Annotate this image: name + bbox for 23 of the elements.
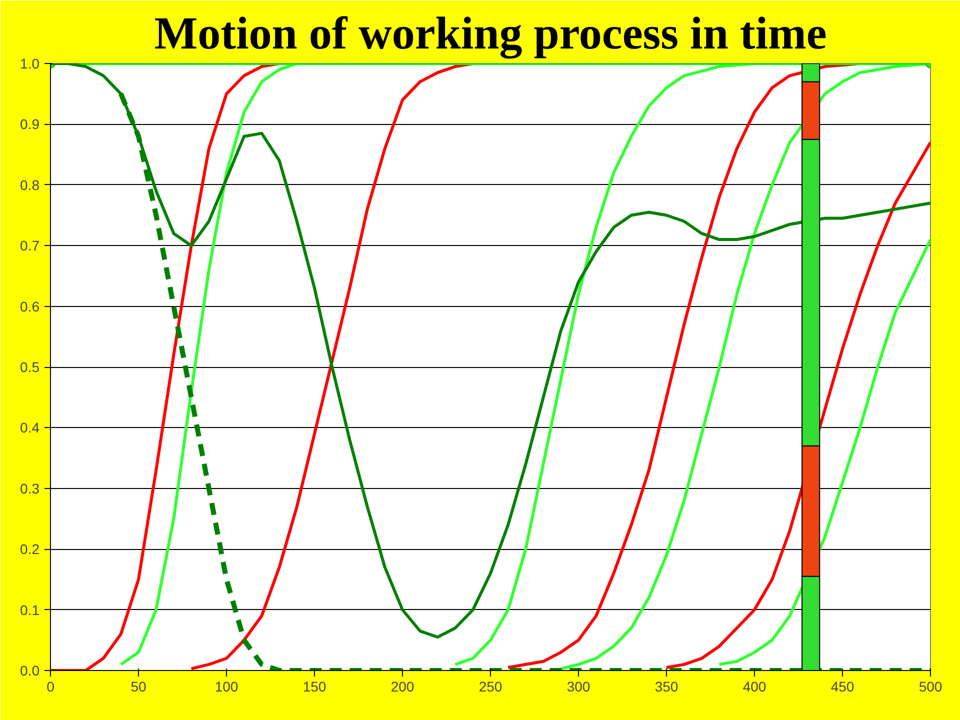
x-tick-label: 400 — [742, 678, 766, 694]
y-tick-label: 0.9 — [20, 116, 40, 132]
y-tick-label: 0.3 — [20, 480, 40, 496]
y-tick-label: 0.5 — [20, 359, 40, 375]
y-tick-label: 0.4 — [20, 420, 40, 436]
chart-title: Motion of working process in time — [154, 8, 827, 60]
y-tick-label: 0.8 — [20, 176, 40, 193]
y-tick-label: 0.1 — [20, 602, 40, 618]
x-tick-label: 150 — [302, 678, 326, 694]
x-tick-label: 450 — [830, 678, 854, 694]
x-tick-label: 50 — [130, 678, 146, 694]
x-tick-label: 300 — [566, 678, 590, 694]
y-tick-label: 1.0 — [20, 56, 40, 72]
x-tick-label: 500 — [918, 678, 942, 694]
x-tick-label: 0 — [46, 678, 55, 694]
x-tick-label: 200 — [390, 678, 414, 694]
y-tick-label: 0.0 — [20, 662, 40, 678]
y-tick-label: 0.7 — [20, 238, 40, 254]
x-tick-label: 350 — [654, 678, 678, 694]
x-tick-label: 100 — [214, 678, 238, 694]
y-tick-label: 0.2 — [20, 541, 40, 558]
y-tick-label: 0.6 — [20, 298, 40, 314]
x-tick-label: 250 — [478, 678, 502, 694]
